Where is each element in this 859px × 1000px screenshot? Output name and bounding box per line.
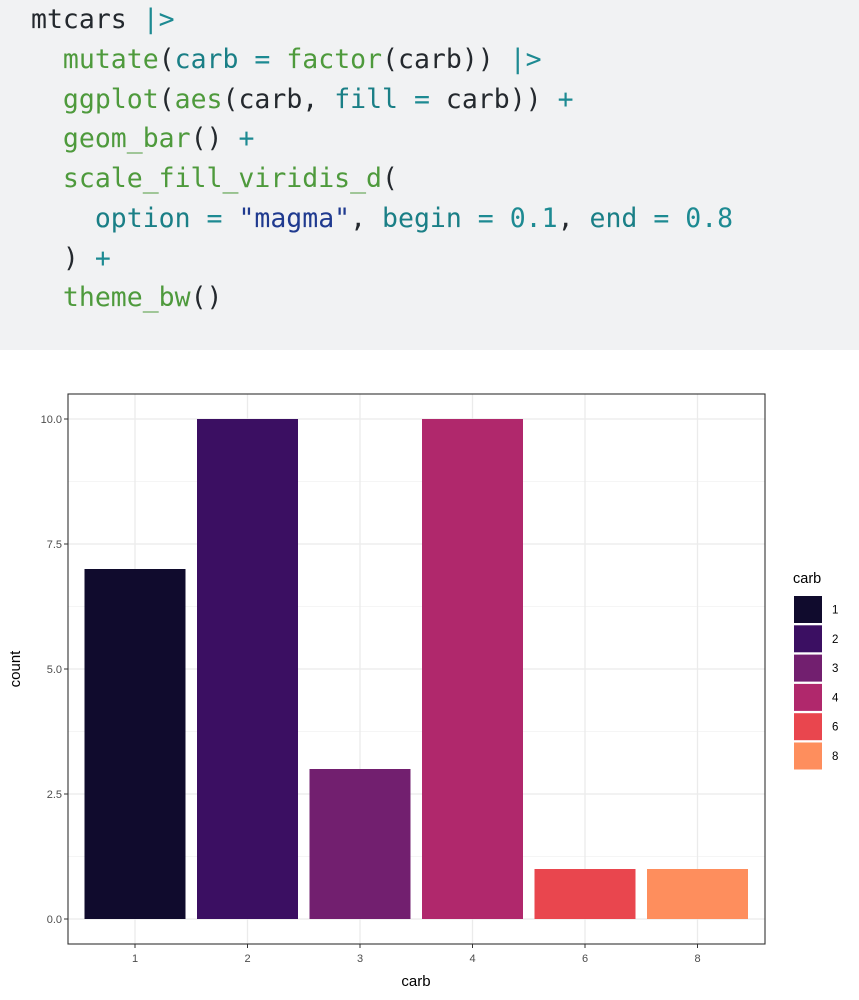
code-token: 0.1: [509, 203, 558, 234]
code-line: ggplot(aes(carb, fill = carb)) +: [31, 80, 574, 120]
code-token: "magma": [238, 203, 351, 234]
code-line: geom_bar() +: [31, 119, 254, 159]
code-token: geom_bar: [62, 123, 191, 154]
code-token: aes: [174, 84, 223, 115]
code-token: |>: [509, 44, 542, 75]
x-axis-title: carb: [401, 973, 430, 990]
code-token: mutate: [62, 44, 159, 75]
code-token: carb)): [445, 84, 558, 115]
legend-label: 2: [832, 634, 838, 646]
code-token: ggplot: [62, 84, 159, 115]
code-token: [31, 44, 63, 75]
legend-label: 4: [832, 692, 839, 704]
legend-key-1: [794, 596, 822, 623]
legend-key-8: [794, 742, 822, 770]
code-token: ,: [350, 203, 383, 234]
y-tick-label: 7.5: [47, 539, 62, 551]
code-token: |>: [142, 4, 175, 35]
legend: carb 1 2 3 4 6 8: [793, 571, 839, 770]
code-token: =: [461, 203, 510, 234]
code-token: =: [238, 44, 287, 75]
y-axis: 0.0 2.5 5.0 7.5 10.0: [41, 414, 68, 926]
y-axis-title: count: [7, 650, 24, 688]
legend-key-6: [794, 713, 822, 741]
code-token: [31, 203, 95, 234]
code-token: option: [94, 203, 191, 234]
bar-carb-8: [647, 869, 748, 919]
code-token: +: [238, 123, 255, 154]
legend-label: 6: [832, 722, 838, 734]
legend-label: 1: [832, 605, 838, 617]
code-token: (carb,: [222, 84, 335, 115]
x-axis: 1 2 3 4 6 8: [132, 944, 701, 965]
legend-label: 3: [832, 663, 838, 675]
code-line: option = "magma", begin = 0.1, end = 0.8: [31, 199, 733, 239]
bar-carb-2: [197, 419, 298, 919]
y-tick-label: 0.0: [47, 914, 62, 926]
code-line: mtcars |>: [31, 0, 175, 40]
code-token: [31, 84, 63, 115]
code-token: (): [190, 282, 223, 313]
code-token: theme_bw: [62, 282, 191, 313]
code-line: scale_fill_viridis_d(: [31, 159, 398, 199]
code-token: +: [557, 84, 574, 115]
code-token: begin: [382, 203, 462, 234]
code-token: (carb)): [382, 44, 510, 75]
code-token: (: [158, 84, 175, 115]
code-line: theme_bw(): [31, 278, 223, 318]
code-token: (: [382, 163, 398, 194]
code-token: end: [589, 203, 638, 234]
code-token: scale_fill_viridis_d: [62, 163, 383, 194]
x-tick-label: 3: [357, 953, 363, 965]
x-tick-label: 6: [582, 953, 588, 965]
code-token: (): [190, 123, 239, 154]
legend-key-2: [794, 625, 822, 653]
x-tick-label: 1: [132, 953, 138, 965]
code-token: [31, 123, 63, 154]
legend-label: 8: [832, 751, 838, 763]
bar-carb-6: [534, 869, 636, 919]
code-token: fill: [334, 84, 399, 115]
bar-carb-1: [84, 569, 186, 919]
code-token: ,: [557, 203, 590, 234]
legend-key-4: [794, 683, 822, 711]
code-token: [31, 282, 63, 313]
code-token: ): [31, 243, 95, 274]
bar-carb-3: [309, 769, 411, 919]
y-tick-label: 10.0: [41, 414, 62, 426]
code-token: +: [94, 243, 111, 274]
x-tick-label: 4: [469, 953, 475, 965]
y-tick-label: 5.0: [47, 664, 62, 676]
y-tick-label: 2.5: [47, 789, 62, 801]
code-line: ) +: [31, 239, 111, 279]
code-token: 0.8: [685, 203, 734, 234]
code-line: mutate(carb = factor(carb)) |>: [31, 40, 542, 80]
bar-chart: 0.0 2.5 5.0 7.5 10.0 1 2 3 4 6 8 carb count carb …: [7, 393, 839, 990]
code-token: factor: [286, 44, 383, 75]
x-tick-label: 8: [694, 953, 700, 965]
code-token: [31, 163, 63, 194]
bar-carb-4: [422, 419, 523, 919]
code-token: (: [158, 44, 175, 75]
code-token: =: [398, 84, 446, 115]
code-token: =: [190, 203, 239, 234]
code-token: carb: [174, 44, 239, 75]
bars: [84, 419, 748, 919]
legend-title: carb: [793, 571, 821, 587]
code-token: mtcars: [31, 4, 143, 35]
legend-key-3: [794, 654, 822, 682]
x-tick-label: 2: [244, 953, 250, 965]
code-token: =: [637, 203, 686, 234]
code-block: mtcars |> mutate(carb = factor(carb)) |>…: [0, 0, 859, 350]
